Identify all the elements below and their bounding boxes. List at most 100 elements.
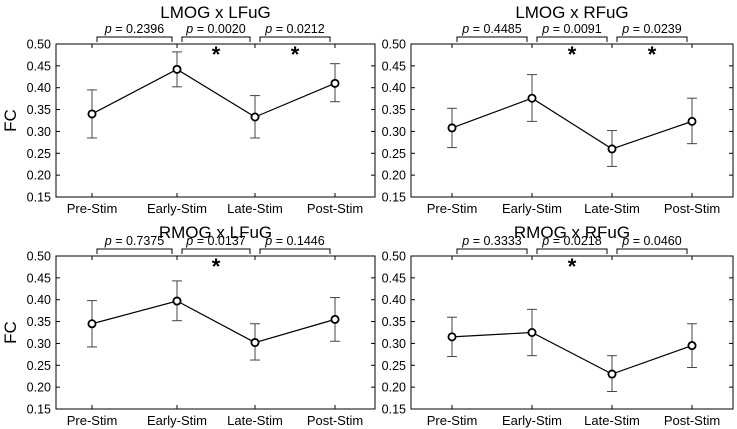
data-point [87, 109, 97, 119]
y-tick-label: 0.25 [382, 359, 406, 373]
y-tick-label: 0.35 [27, 103, 51, 117]
series-line [451, 97, 693, 150]
y-tick-label: 0.25 [27, 147, 51, 161]
bracket-line [456, 248, 528, 254]
x-tick-label: Pre-Stim [67, 201, 118, 216]
p-value-label: p = 0.0218 [541, 234, 601, 248]
y-axis-label: FC [1, 321, 20, 344]
significance-star: * [212, 42, 221, 67]
y-tick-label: 0.50 [382, 38, 406, 52]
x-tick-label: Late-Stim [227, 413, 283, 428]
x-tick-label: Pre-Stim [427, 413, 478, 428]
y-tick-label: 0.25 [27, 359, 51, 373]
series-line [91, 300, 336, 344]
y-tick-label: 0.25 [382, 147, 406, 161]
data-point [687, 341, 697, 351]
bracket-line [616, 36, 688, 42]
p-value: = 0.0020 [193, 22, 246, 36]
y-tick-label: 0.35 [27, 315, 51, 329]
data-point [607, 369, 617, 379]
y-tick-label: 0.50 [27, 250, 51, 264]
y-tick-label: 0.35 [382, 103, 406, 117]
data-point [527, 327, 537, 337]
data-point [687, 116, 697, 126]
comparison-bracket: p = 0.1446 [259, 234, 331, 254]
y-tick-label: 0.15 [382, 403, 406, 417]
chart-panel: RMOG x LFuG 0.15 0.20 0.25 0.30 0.35 0.40 0.45 0… [1, 223, 376, 428]
y-tick-label: 0.35 [382, 315, 406, 329]
comparison-bracket: p = 0.4485 [456, 22, 528, 42]
data-point [607, 144, 617, 154]
significance-star: * [212, 254, 221, 279]
comparison-bracket: p = 0.0239 * [616, 22, 688, 67]
bracket-line [96, 36, 173, 42]
comparison-bracket: p = 0.7375 [96, 234, 173, 254]
x-tick-label: Post-Stim [307, 413, 363, 428]
p-symbol: p [621, 234, 629, 248]
p-value-label: p = 0.1446 [264, 234, 324, 248]
x-tick-label: Late-Stim [584, 413, 640, 428]
p-value-label: p = 0.0091 [541, 22, 601, 36]
x-tick-label: Early-Stim [147, 201, 207, 216]
chart-panel: LMOG x LFuG 0.15 0.20 0.25 0.30 0.35 0.40 0.45 0… [1, 3, 376, 216]
y-tick-label: 0.45 [27, 271, 51, 285]
p-symbol: p [621, 22, 629, 36]
data-point [447, 123, 457, 133]
bracket-line [259, 248, 331, 254]
significance-star: * [291, 42, 300, 67]
p-value-label: p = 0.7375 [104, 234, 164, 248]
comparison-bracket: p = 0.0218 * [536, 234, 608, 279]
comparison-bracket: p = 0.0212 * [259, 22, 331, 67]
series-line [451, 331, 693, 375]
y-tick-label: 0.40 [27, 293, 51, 307]
y-tick-label: 0.40 [382, 81, 406, 95]
p-symbol: p [264, 22, 272, 36]
bracket-line [181, 248, 251, 254]
p-value: = 0.0460 [629, 234, 682, 248]
y-tick-label: 0.15 [382, 191, 406, 205]
data-point [330, 314, 340, 324]
y-tick-label: 0.30 [382, 125, 406, 139]
chart-title: LMOG x RFuG [515, 3, 628, 22]
y-tick-label: 0.50 [27, 38, 51, 52]
bracket-line [536, 248, 608, 254]
x-tick-label: Early-Stim [147, 413, 207, 428]
axes-frame [55, 43, 376, 198]
p-value: = 0.0091 [549, 22, 602, 36]
p-symbol: p [104, 234, 112, 248]
p-symbol: p [185, 22, 193, 36]
data-point [250, 112, 260, 122]
y-tick-label: 0.20 [27, 381, 51, 395]
p-value-label: p = 0.0460 [621, 234, 681, 248]
p-symbol: p [461, 22, 469, 36]
p-symbol: p [541, 22, 549, 36]
p-value: = 0.1446 [272, 234, 325, 248]
bracket-line [456, 36, 528, 42]
chart-title: LMOG x LFuG [160, 3, 271, 22]
chart-panel: RMOG x RFuG 0.15 0.20 0.25 0.30 0.35 0.40 0.45 0… [382, 223, 734, 428]
y-tick-label: 0.20 [382, 169, 406, 183]
p-value: = 0.2396 [112, 22, 165, 36]
comparison-bracket: p = 0.0460 [616, 234, 688, 254]
p-symbol: p [541, 234, 549, 248]
y-tick-label: 0.50 [382, 250, 406, 264]
p-value-label: p = 0.0020 [185, 22, 245, 36]
p-value-label: p = 0.0212 [264, 22, 324, 36]
significance-star: * [568, 254, 577, 279]
y-tick-label: 0.15 [27, 191, 51, 205]
data-point [250, 338, 260, 348]
comparison-bracket: p = 0.0020 * [181, 22, 251, 67]
y-tick-label: 0.20 [382, 381, 406, 395]
p-value-label: p = 0.2396 [104, 22, 164, 36]
p-value: = 0.0137 [193, 234, 246, 248]
x-tick-label: Late-Stim [584, 201, 640, 216]
y-tick-label: 0.20 [27, 169, 51, 183]
series-line [91, 68, 336, 118]
axes-frame [55, 255, 376, 410]
data-point [330, 78, 340, 88]
p-value: = 0.0218 [549, 234, 602, 248]
p-value: = 0.0212 [272, 22, 325, 36]
bracket-line [259, 36, 331, 42]
bracket-line [96, 248, 173, 254]
